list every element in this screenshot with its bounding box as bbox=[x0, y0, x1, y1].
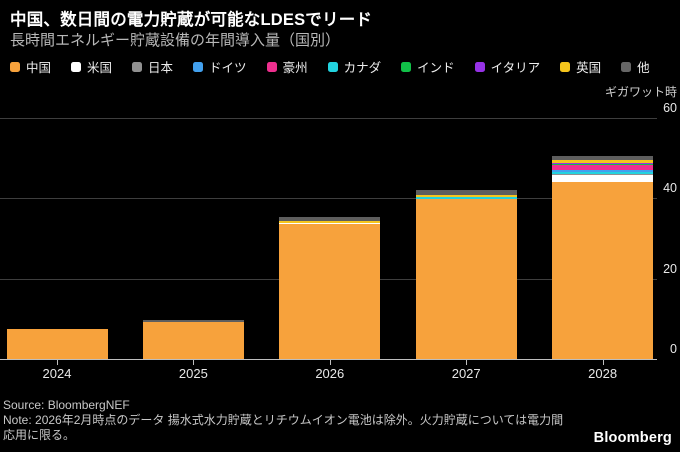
bar-segment-ドイツ bbox=[552, 170, 654, 172]
bar-segment-インド bbox=[552, 164, 654, 165]
bar-2024 bbox=[6, 329, 108, 359]
legend-swatch-icon bbox=[327, 61, 338, 72]
legend-swatch-icon bbox=[132, 61, 143, 72]
legend-swatch-icon bbox=[560, 61, 571, 72]
chart-title: 中国、数日間の電力貯蔵が可能なLDESでリード bbox=[10, 11, 373, 29]
legend-swatch-icon bbox=[474, 61, 485, 72]
legend-swatch-icon bbox=[401, 61, 412, 72]
y-axis-unit-label: ギガワット時 bbox=[604, 85, 677, 99]
bar-segment-中国 bbox=[279, 224, 381, 359]
legend-item-label: インド bbox=[417, 61, 455, 75]
bar-segment-他 bbox=[279, 217, 381, 221]
bar-segment-中国 bbox=[142, 322, 244, 359]
bar-segment-中国 bbox=[415, 199, 517, 359]
bar-segment-米国 bbox=[552, 175, 654, 182]
bar-segment-英国 bbox=[415, 195, 517, 197]
bar-segment-豪州 bbox=[552, 165, 654, 170]
x-axis-label-2024: 2024 bbox=[42, 366, 72, 381]
legend-item-label: 他 bbox=[637, 61, 650, 75]
gridline-40 bbox=[0, 198, 657, 199]
bar-segment-イタリア bbox=[552, 163, 654, 164]
x-axis-tick bbox=[466, 360, 468, 365]
legend-item-label: イタリア bbox=[490, 61, 541, 75]
legend-item-label: 米国 bbox=[87, 61, 113, 75]
x-axis-tick bbox=[602, 360, 604, 365]
legend-item-2: 米国 bbox=[71, 57, 112, 76]
bar-segment-他 bbox=[552, 156, 654, 160]
legend-item-7: インド bbox=[401, 57, 455, 76]
bar-segment-カナダ bbox=[415, 197, 517, 199]
bar-segment-他 bbox=[142, 320, 244, 322]
legend-item-4: ドイツ bbox=[193, 57, 247, 76]
y-axis-tick-label-40: 40 bbox=[663, 181, 677, 195]
legend-item-5: 豪州 bbox=[266, 57, 308, 76]
source-line: Source: BloombergNEF bbox=[3, 398, 130, 412]
legend-swatch-icon bbox=[621, 61, 632, 72]
legend-item-6: カナダ bbox=[327, 57, 382, 76]
x-axis-tick bbox=[329, 360, 331, 365]
x-axis-tick bbox=[193, 360, 195, 365]
bar-2028 bbox=[552, 156, 654, 359]
legend: 中国 米国 日本 ドイツ 豪州 カナダ インド イタリア 英国 他 bbox=[10, 57, 676, 76]
x-axis-line bbox=[0, 359, 657, 360]
x-axis-label-2026: 2026 bbox=[315, 366, 345, 381]
bar-segment-英国 bbox=[279, 221, 381, 223]
bar-2025 bbox=[142, 320, 244, 359]
chart-subtitle: 長時間エネルギー貯蔵設備の年間導入量（国別） bbox=[10, 32, 341, 49]
legend-item-1: 中国 bbox=[10, 57, 51, 76]
x-axis-label-2027: 2027 bbox=[451, 366, 481, 381]
legend-item-label: 日本 bbox=[148, 61, 174, 75]
legend-item-label: 豪州 bbox=[282, 61, 308, 75]
legend-swatch-icon bbox=[71, 61, 82, 72]
bar-segment-英国 bbox=[552, 160, 654, 163]
gridline-60 bbox=[0, 117, 657, 119]
bar-2026 bbox=[279, 217, 381, 359]
legend-item-label: ドイツ bbox=[209, 61, 247, 75]
y-axis-tick-label-20: 20 bbox=[663, 261, 677, 276]
bar-segment-米国 bbox=[279, 223, 381, 224]
legend-item-8: イタリア bbox=[474, 57, 541, 76]
legend-item-10: 他 bbox=[621, 57, 650, 76]
x-axis-label-2025: 2025 bbox=[178, 366, 208, 381]
bloomberg-logo: Bloomberg bbox=[593, 430, 672, 446]
bar-segment-他 bbox=[415, 190, 517, 195]
bar-2027 bbox=[415, 190, 517, 359]
y-axis-tick-label-0: 0 bbox=[670, 342, 677, 356]
x-axis-label-2028: 2028 bbox=[588, 366, 618, 381]
bar-segment-中国 bbox=[552, 182, 654, 359]
bar-segment-カナダ bbox=[552, 172, 654, 174]
legend-item-3: 日本 bbox=[132, 57, 173, 76]
y-axis-tick-label-60: 60 bbox=[663, 100, 677, 115]
legend-item-label: 中国 bbox=[26, 61, 52, 75]
legend-swatch-icon bbox=[266, 61, 277, 72]
legend-item-label: 英国 bbox=[576, 61, 602, 75]
legend-item-label: カナダ bbox=[343, 61, 382, 75]
bar-segment-中国 bbox=[6, 329, 108, 359]
legend-item-9: 英国 bbox=[560, 57, 601, 76]
legend-swatch-icon bbox=[193, 61, 204, 72]
x-axis-tick bbox=[57, 360, 58, 365]
note-line: Note: 2026年2月時点のデータ 揚水式水力貯蔵とリチウムイオン電池は除外… bbox=[3, 413, 564, 442]
legend-swatch-icon bbox=[10, 61, 20, 72]
bar-segment-日本 bbox=[552, 174, 654, 175]
